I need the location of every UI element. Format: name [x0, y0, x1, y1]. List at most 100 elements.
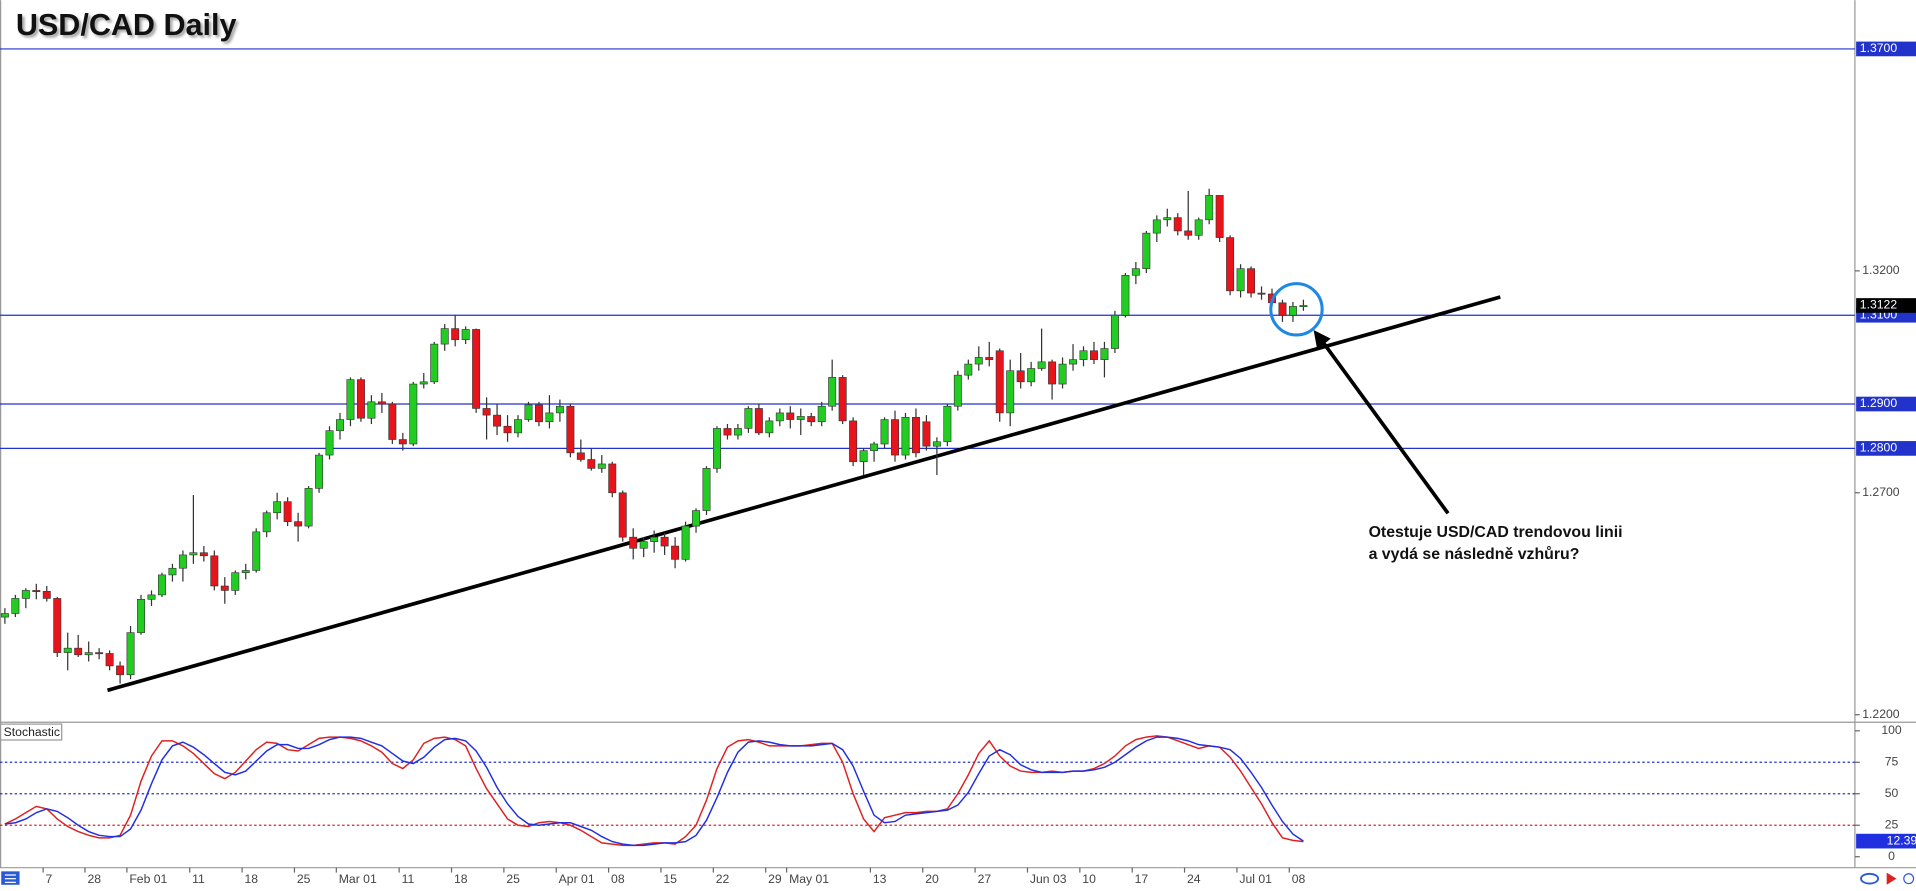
x-tick-label: 17: [1135, 872, 1149, 886]
candle-body: [189, 552, 198, 556]
level-label: 1.2800: [1860, 441, 1898, 455]
candle-body: [315, 454, 324, 489]
candle-body: [1090, 350, 1098, 360]
candle-body: [472, 329, 481, 409]
candle-body: [126, 632, 135, 676]
x-tick-label: 25: [297, 872, 311, 886]
y-tick-label: 1.2700: [1862, 485, 1900, 499]
candle-body: [681, 525, 690, 560]
link-icon[interactable]: [1860, 872, 1880, 885]
stochastic-label-box: [0, 723, 63, 741]
x-tick-label: Feb 01: [129, 872, 167, 886]
candle-body: [1288, 306, 1297, 316]
candle-body: [1226, 237, 1235, 292]
x-tick-label: 20: [925, 872, 939, 886]
candle-body: [964, 363, 973, 376]
candle-body: [817, 405, 826, 423]
y-tick-label: 1.3200: [1862, 263, 1900, 277]
candle-body: [953, 374, 962, 407]
candle-body: [587, 459, 596, 469]
candle-body: [1058, 363, 1067, 385]
candle-body: [1006, 370, 1015, 414]
candle-body: [775, 412, 784, 422]
help-icon[interactable]: [1903, 873, 1915, 885]
candle-body: [252, 531, 261, 571]
candle-body: [199, 552, 208, 557]
annotation-line: Otestuje USD/CAD trendovou linii: [1369, 524, 1623, 541]
candle-body: [377, 401, 386, 405]
candle-body: [325, 430, 334, 456]
candle-body: [995, 350, 1004, 414]
candle-body: [493, 414, 502, 427]
arrow-icon[interactable]: [1886, 872, 1897, 885]
highlight-circle: [1269, 282, 1324, 337]
candle-body: [1131, 268, 1140, 276]
candle-body: [891, 419, 899, 456]
candle-body: [1215, 195, 1224, 238]
candle-body: [283, 501, 292, 522]
last-price-label: 1.3122: [1860, 298, 1898, 312]
x-tick-label: 11: [402, 872, 415, 886]
x-tick-label: 27: [978, 872, 992, 886]
candle-body: [754, 408, 763, 434]
candle-body: [1152, 219, 1161, 234]
candle-body: [524, 404, 533, 420]
candle-body: [1247, 268, 1256, 294]
candle-body: [11, 598, 20, 614]
candle-body: [1100, 348, 1109, 360]
candle-body: [74, 647, 83, 656]
candle-body: [451, 328, 460, 340]
candle-body: [388, 403, 397, 440]
y-tick-label: 1.2200: [1862, 707, 1900, 721]
arrow-head: [1313, 330, 1331, 350]
candle-body: [1016, 370, 1025, 383]
candle-body: [273, 501, 282, 514]
candle-body: [608, 463, 617, 494]
x-tick-label: 7: [46, 872, 53, 886]
candle-body: [53, 598, 62, 653]
candle-body: [828, 377, 837, 407]
candle-body: [974, 357, 983, 365]
candle-body: [220, 585, 229, 591]
candle-body: [32, 590, 41, 592]
candle-body: [210, 555, 219, 587]
candle-body: [1278, 302, 1287, 316]
candle-body: [1184, 230, 1193, 236]
candle-body: [304, 488, 313, 527]
x-tick-label: Jun 03: [1030, 872, 1067, 886]
candle-body: [419, 381, 428, 385]
candle-body: [943, 405, 952, 443]
candle-body: [21, 590, 30, 599]
candle-body: [901, 417, 910, 456]
candle-body: [430, 343, 439, 383]
candle-body: [650, 536, 659, 542]
candle-body: [534, 404, 543, 423]
x-tick-label: 10: [1082, 872, 1096, 886]
candle-body: [671, 545, 680, 560]
candle-body: [796, 416, 805, 420]
candle-body: [1069, 359, 1078, 365]
x-tick-label: 22: [716, 872, 730, 886]
stochastic-tick-label: 50: [1885, 786, 1899, 800]
x-tick-label: 11: [192, 872, 205, 886]
candle-body: [1236, 268, 1245, 292]
x-tick-label: May 01: [789, 872, 829, 886]
candle-body: [545, 412, 554, 423]
candle-body: [168, 567, 177, 576]
candle-body: [231, 572, 240, 591]
candle-body: [294, 521, 303, 527]
x-tick-label: Apr 01: [559, 872, 595, 886]
candle-body: [1110, 314, 1119, 349]
candle-body: [629, 536, 638, 549]
candle-body: [116, 665, 125, 676]
candle-body: [514, 419, 522, 434]
candle-body: [409, 383, 418, 445]
stochastic-last-label: 12.39: [1887, 833, 1916, 847]
candle-body: [1194, 219, 1203, 236]
x-tick-label: 08: [1292, 872, 1306, 886]
level-label-box: [1856, 41, 1916, 57]
x-tick-label: 15: [663, 872, 677, 886]
stochastic-tick-label: 100: [1881, 723, 1902, 737]
